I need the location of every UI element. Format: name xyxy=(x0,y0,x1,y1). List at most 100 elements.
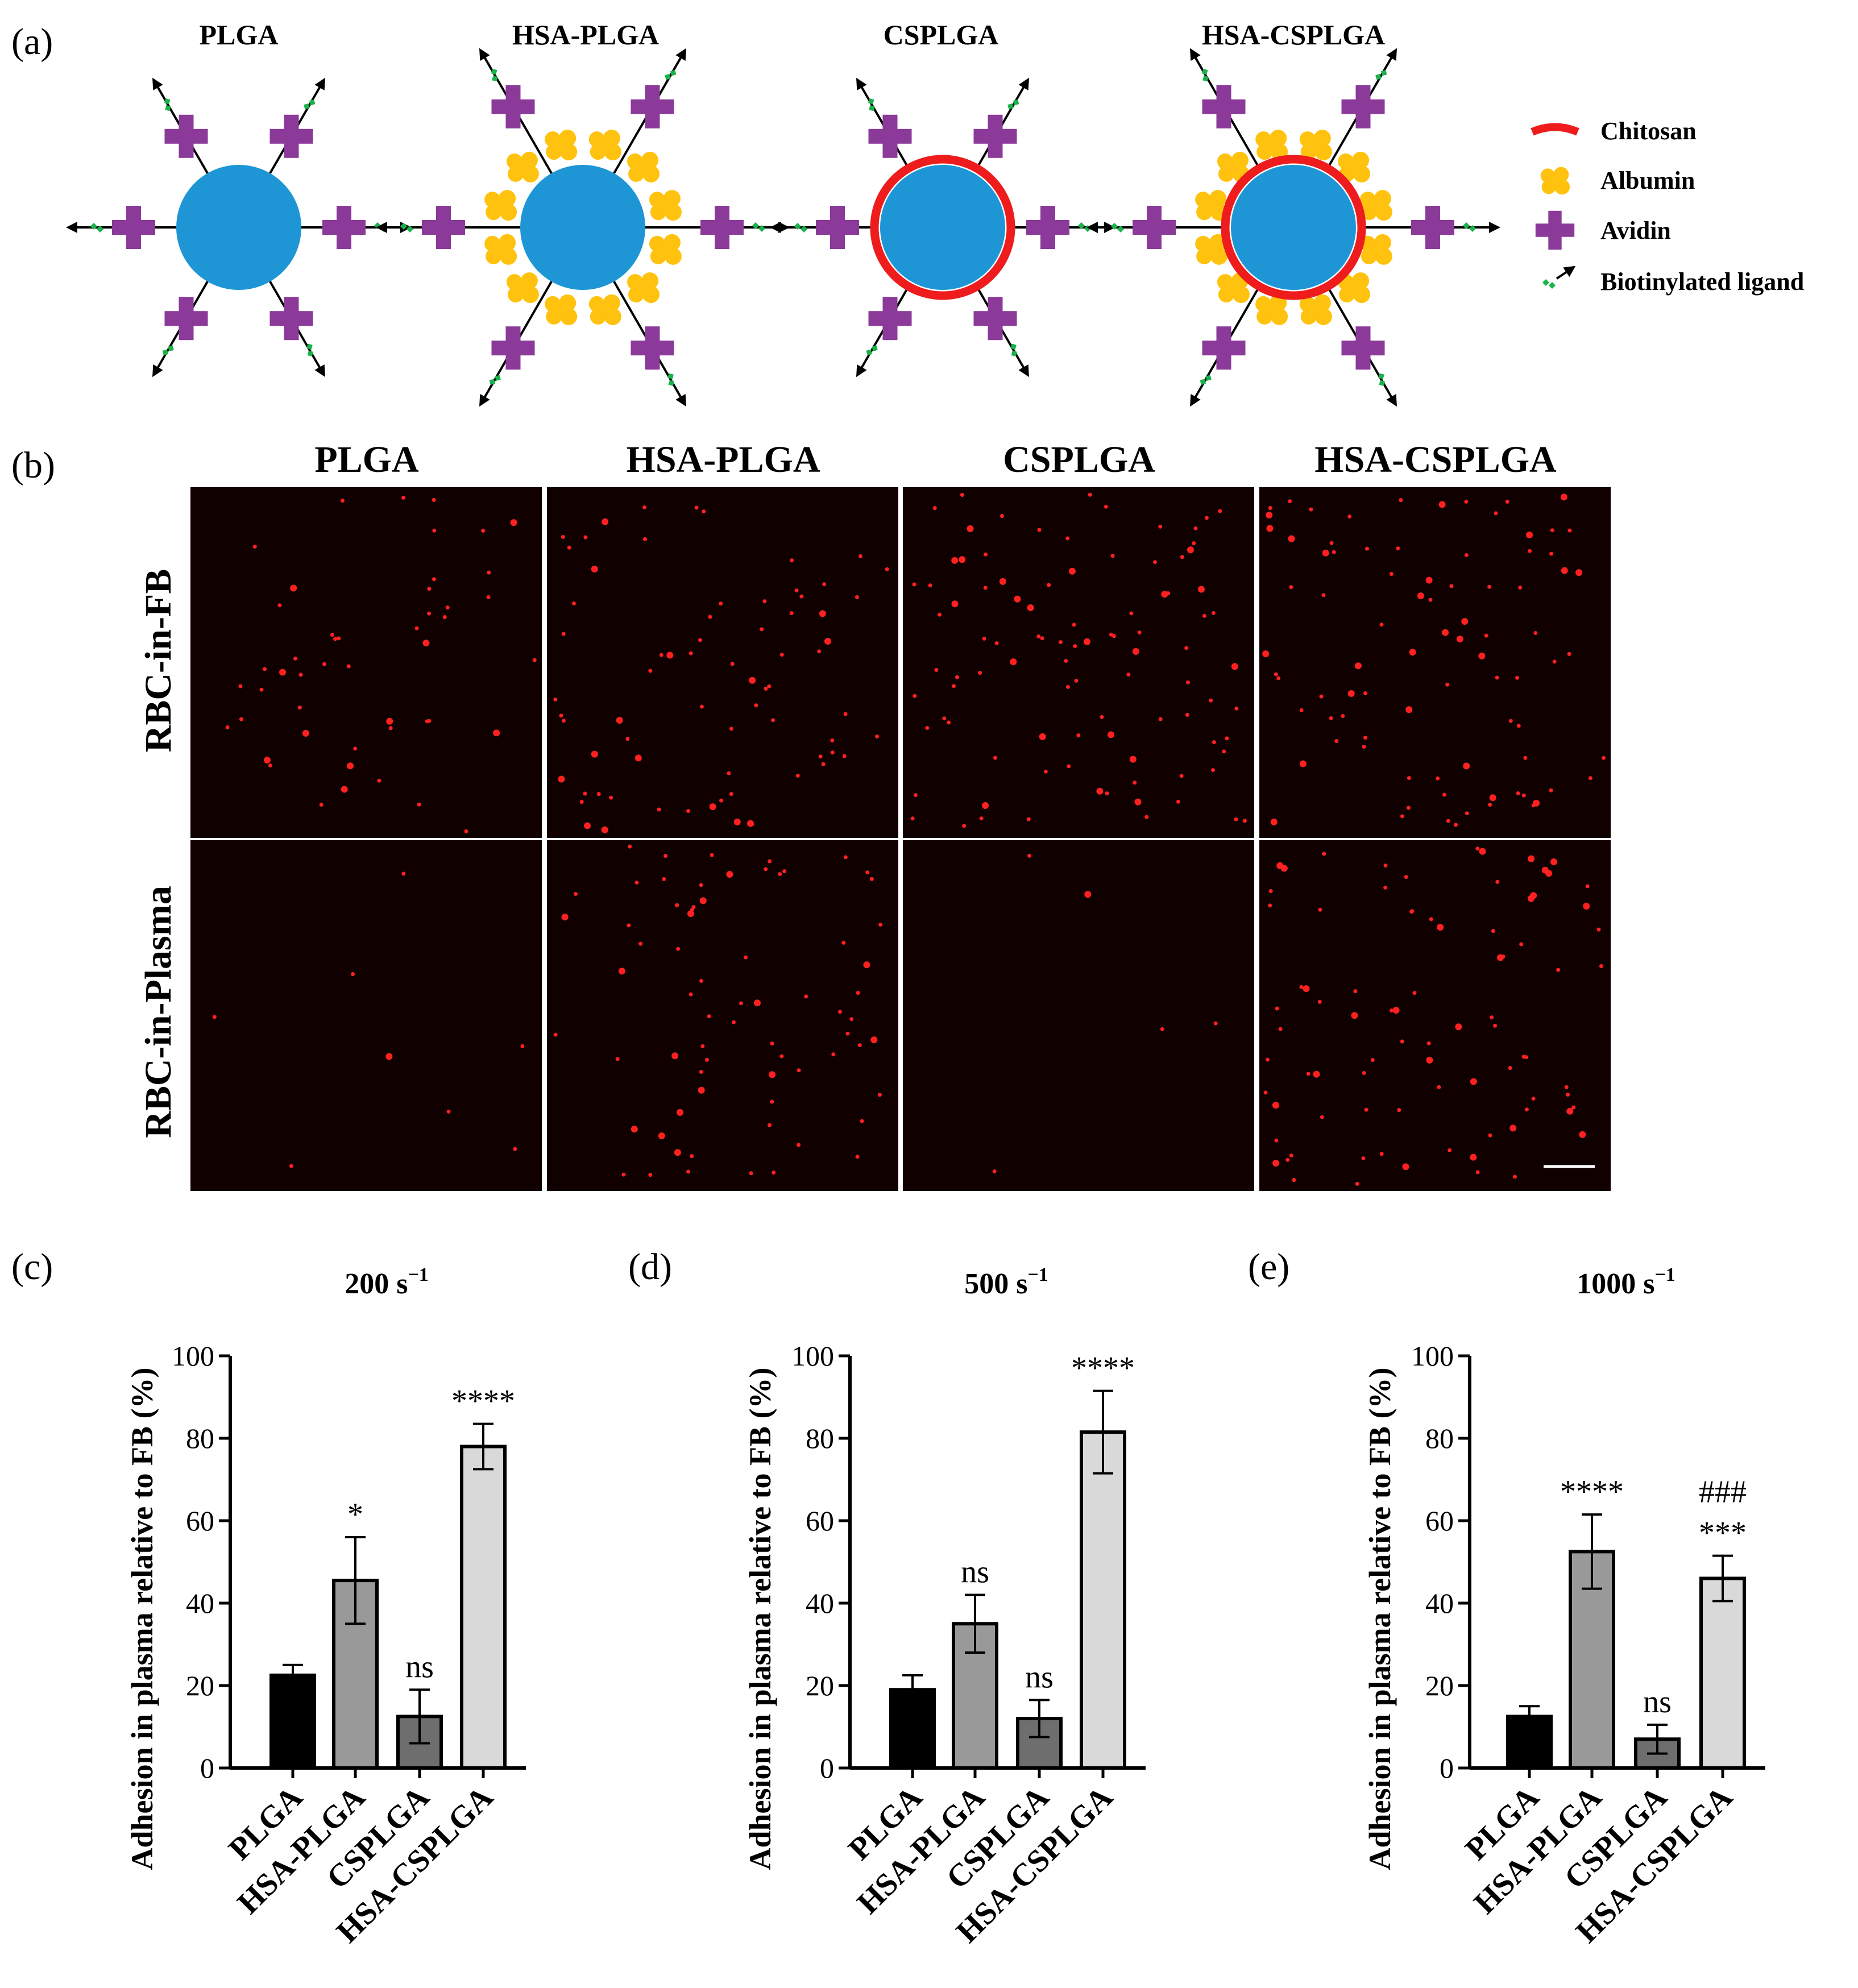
error-bar xyxy=(283,1663,303,1687)
chart-title: 1000 s−1 xyxy=(1577,1264,1675,1300)
y-tick-label: 100 xyxy=(791,1340,834,1372)
avidin-cross-icon xyxy=(1133,206,1176,249)
significance-label: ns xyxy=(405,1649,434,1684)
y-tick-label: 40 xyxy=(1425,1587,1454,1619)
y-tick-label: 40 xyxy=(186,1587,214,1619)
micro-col-title-hsa-plga: HSA-PLGA xyxy=(626,439,820,480)
plga-core xyxy=(520,165,645,290)
micro-tile-r2-c2 xyxy=(547,840,898,1191)
schematic-title-plga: PLGA xyxy=(200,19,279,51)
panel-label-c: (c) xyxy=(11,1246,53,1288)
y-tick-label: 20 xyxy=(1425,1670,1454,1701)
microscopy-grid: PLGA HSA-PLGA CSPLGA HSA-CSPLGA RBC-in-F… xyxy=(138,439,1611,1191)
micro-tile-r2-c1 xyxy=(190,840,542,1191)
micro-tile-r2-c3 xyxy=(903,840,1254,1191)
avidin-cross-icon xyxy=(973,114,1017,158)
albumin-cluster-icon xyxy=(484,234,517,265)
micro-col-title-csplga: CSPLGA xyxy=(1003,439,1155,480)
albumin-cluster-icon xyxy=(506,151,539,182)
y-tick-label: 60 xyxy=(1425,1505,1454,1537)
bar-chart-2: 500 s−1 Adhesion in plasma relative to FB… xyxy=(743,1264,1146,1949)
error-bar xyxy=(1712,1554,1733,1603)
significance-label: **** xyxy=(1071,1351,1135,1386)
avidin-cross-icon xyxy=(1341,326,1385,370)
micro-row-label-fb: RBC-in-FB xyxy=(138,569,179,753)
biotinylated-ligand-icon xyxy=(1542,265,1576,289)
avidin-cross-icon xyxy=(1202,326,1246,370)
avidin-cross-icon xyxy=(631,326,674,370)
albumin-cluster-icon xyxy=(1540,167,1570,195)
error-bar xyxy=(1582,1513,1602,1590)
bar-chart-3: 1000 s−1 Adhesion in plasma relative to F… xyxy=(1363,1264,1765,1949)
avidin-cross-icon xyxy=(164,297,208,341)
y-tick-label: 20 xyxy=(806,1670,834,1701)
error-bar xyxy=(965,1593,985,1654)
plga-core xyxy=(176,165,301,290)
panel-label-e: (e) xyxy=(1248,1246,1289,1288)
legend-chitosan: Chitosan xyxy=(1600,117,1697,145)
nanoparticle-schematic: PLGA HSA-PLGA CSPLGA HSA-CSPLGA Chitosan… xyxy=(66,19,1804,407)
chart-title: 200 s−1 xyxy=(345,1264,429,1300)
significance-label: ### xyxy=(1699,1475,1747,1510)
avidin-cross-icon xyxy=(422,206,465,249)
significance-label: **** xyxy=(1560,1474,1624,1509)
error-bar xyxy=(1519,1705,1540,1728)
significance-label: *** xyxy=(1699,1516,1747,1551)
particle-2 xyxy=(376,48,790,407)
error-bar xyxy=(1029,1699,1050,1738)
schematic-legend: Chitosan Albumin Avidin Biotinylated lig… xyxy=(1531,117,1804,296)
bar-plga xyxy=(269,1673,316,1770)
schematic-title-csplga: CSPLGA xyxy=(884,19,999,51)
significance-label: ns xyxy=(961,1555,989,1590)
albumin-cluster-icon xyxy=(484,190,517,221)
avidin-cross-icon xyxy=(868,297,912,341)
micro-tile-r1-c4 xyxy=(1259,487,1611,838)
chart-title: 500 s−1 xyxy=(964,1264,1048,1300)
error-bar xyxy=(409,1688,430,1745)
y-tick-label: 60 xyxy=(186,1505,214,1537)
y-axis-label: Adhesion in plasma relative to FB (%) xyxy=(743,1367,777,1870)
error-bar xyxy=(345,1536,366,1625)
schematic-title-hsa-plga: HSA-PLGA xyxy=(512,19,659,51)
panel-label-d: (d) xyxy=(628,1246,672,1288)
y-axis-label: Adhesion in plasma relative to FB (%) xyxy=(1363,1367,1397,1870)
panel-label-b: (b) xyxy=(11,445,55,486)
albumin-cluster-icon xyxy=(649,234,682,265)
legend-albumin: Albumin xyxy=(1600,167,1695,194)
particle-4 xyxy=(1086,48,1500,407)
bar-hsa-csplga xyxy=(1699,1576,1746,1770)
avidin-cross-icon xyxy=(700,206,744,249)
bar-chart-1: 200 s−1 Adhesion in plasma relative to FB… xyxy=(125,1264,526,1949)
plga-core xyxy=(1231,165,1356,290)
y-tick-label: 100 xyxy=(1411,1340,1454,1372)
albumin-cluster-icon xyxy=(588,130,621,161)
micro-tile-r1-c1 xyxy=(190,487,542,838)
error-bar xyxy=(1093,1389,1113,1475)
y-tick-label: 80 xyxy=(806,1422,834,1454)
avidin-cross-icon xyxy=(1341,85,1385,128)
error-bar xyxy=(902,1674,923,1705)
error-bar xyxy=(473,1422,493,1471)
avidin-cross-icon xyxy=(631,85,674,128)
avidin-cross-icon xyxy=(269,297,313,341)
micro-tile-r1-c3 xyxy=(903,487,1254,838)
panel-label-a: (a) xyxy=(11,21,53,63)
albumin-cluster-icon xyxy=(627,272,660,304)
y-tick-label: 0 xyxy=(1440,1752,1454,1784)
avidin-cross-icon xyxy=(269,114,313,158)
y-tick-label: 80 xyxy=(186,1422,214,1454)
bar-charts: 200 s−1 Adhesion in plasma relative to FB… xyxy=(125,1264,1765,1949)
avidin-cross-icon xyxy=(491,85,535,128)
avidin-cross-icon xyxy=(1535,210,1575,250)
avidin-cross-icon xyxy=(868,114,912,158)
micro-row-label-plasma: RBC-in-Plasma xyxy=(138,886,179,1138)
avidin-cross-icon xyxy=(491,326,535,370)
y-tick-label: 0 xyxy=(820,1752,834,1784)
albumin-cluster-icon xyxy=(627,151,660,182)
bar-hsa-csplga xyxy=(460,1445,507,1770)
avidin-cross-icon xyxy=(322,206,366,249)
particle-3 xyxy=(770,77,1115,377)
y-tick-label: 60 xyxy=(806,1505,834,1537)
bar-hsa-csplga xyxy=(1080,1430,1126,1770)
